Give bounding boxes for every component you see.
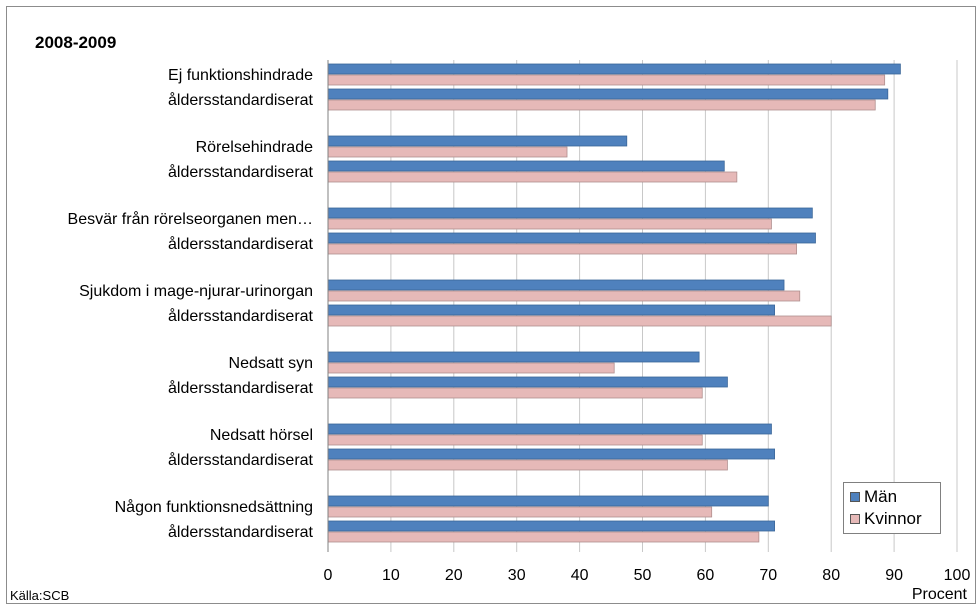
- category-label: åldersstandardiserat: [168, 163, 314, 181]
- bar-kvinnor: [327, 146, 568, 158]
- bar-man: [327, 279, 785, 291]
- legend: Män Kvinnor: [843, 482, 941, 534]
- x-tick-label: 30: [508, 567, 526, 584]
- x-tick-label: 100: [944, 567, 971, 584]
- bar-man: [327, 160, 725, 172]
- bar-man: [327, 351, 700, 363]
- bar-man: [327, 63, 901, 75]
- bar-man: [327, 448, 775, 460]
- bar-man: [327, 135, 628, 147]
- bar-kvinnor: [327, 315, 832, 327]
- bar-man: [327, 423, 772, 435]
- bar-man: [327, 520, 775, 532]
- category-label: åldersstandardiserat: [168, 307, 314, 325]
- chart-title: 2008-2009: [35, 33, 117, 52]
- x-tick-label: 10: [382, 567, 400, 584]
- x-tick-label: 90: [885, 567, 903, 584]
- bar-kvinnor: [327, 434, 703, 446]
- category-label: Någon funktionsnedsättning: [115, 498, 313, 516]
- bar-kvinnor: [327, 290, 801, 302]
- x-tick-label: 40: [571, 567, 589, 584]
- legend-item-man: Män: [850, 486, 934, 508]
- bar-kvinnor: [327, 171, 738, 183]
- x-tick-label: 60: [697, 567, 715, 584]
- legend-item-kvinnor: Kvinnor: [850, 508, 934, 530]
- legend-swatch-man: [850, 492, 860, 502]
- x-tick-label: 20: [445, 567, 463, 584]
- category-label: Nedsatt syn: [229, 355, 313, 372]
- bar-kvinnor: [327, 506, 713, 518]
- bar-man: [327, 207, 813, 219]
- category-label: åldersstandardiserat: [168, 235, 314, 253]
- legend-label-kvinnor: Kvinnor: [864, 509, 922, 528]
- bar-man: [327, 495, 769, 507]
- legend-swatch-kvinnor: [850, 514, 860, 524]
- bar-kvinnor: [327, 531, 760, 543]
- x-tick-label: 50: [634, 567, 652, 584]
- category-label: åldersstandardiserat: [168, 451, 314, 469]
- bar-kvinnor: [327, 218, 772, 230]
- category-label: Besvär från rörelseorganen men…: [68, 210, 313, 228]
- bar-kvinnor: [327, 243, 798, 255]
- source-note: Källa:SCB: [10, 588, 70, 603]
- bar-kvinnor: [327, 459, 728, 471]
- category-label: Nedsatt hörsel: [210, 427, 313, 444]
- x-tick-label: 0: [324, 567, 333, 584]
- bar-man: [327, 376, 728, 388]
- bar-man: [327, 88, 889, 100]
- bars: [327, 63, 901, 543]
- bar-man: [327, 304, 775, 316]
- category-label: Sjukdom i mage-njurar-urinorgan: [79, 283, 313, 300]
- category-label: åldersstandardiserat: [168, 91, 314, 109]
- category-labels: Ej funktionshindrade åldersstandardiserat…: [68, 67, 314, 541]
- category-label: Ej funktionshindrade: [168, 67, 313, 84]
- category-label: åldersstandardiserat: [168, 379, 314, 397]
- category-label: åldersstandardiserat: [168, 523, 314, 541]
- bar-kvinnor: [327, 362, 615, 374]
- bar-kvinnor: [327, 74, 886, 86]
- x-axis-label: Procent: [911, 586, 967, 603]
- bar-man: [327, 232, 816, 244]
- x-tick-label: 70: [759, 567, 777, 584]
- legend-label-man: Män: [864, 487, 898, 506]
- x-tick-labels: 0 10 20 30 40 50 60 70 80 90 100: [324, 567, 971, 584]
- bar-kvinnor: [327, 99, 876, 111]
- category-label: Rörelsehindrade: [196, 139, 314, 156]
- x-tick-label: 80: [822, 567, 840, 584]
- bar-kvinnor: [327, 387, 703, 399]
